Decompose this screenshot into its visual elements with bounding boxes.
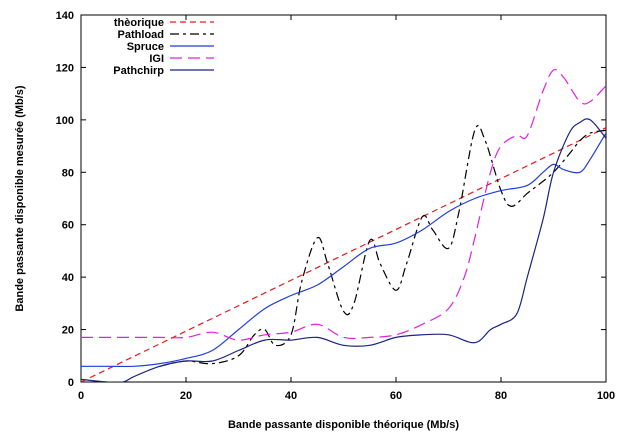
x-axis-title: Bande passante disponible théorique (Mb/…	[228, 419, 459, 431]
legend-label-spruce: Spruce	[127, 41, 164, 53]
series-line-igi	[81, 68, 606, 341]
series-line-pathchirp	[81, 118, 606, 382]
legend-label-th-orique: thèorique	[114, 17, 164, 29]
plot-frame	[80, 14, 607, 383]
series-lines	[81, 68, 606, 382]
y-tick-label: 20	[62, 325, 74, 337]
legend-label-igi: IGI	[149, 53, 164, 65]
series-line-th-orique	[81, 127, 606, 382]
y-tick-label: 140	[56, 10, 74, 22]
x-tick-label: 40	[285, 390, 297, 402]
x-tick-label: 100	[597, 390, 615, 402]
x-tick-label: 20	[180, 390, 192, 402]
legend-label-pathload: Pathload	[118, 29, 164, 41]
x-tick-label: 60	[390, 390, 402, 402]
y-axis-title: Bande passante disponible mesurée (Mb/s)	[14, 85, 26, 312]
axis-ticks: 0 20 40 60 80 100 0 20 40 60 80 100 120 140	[56, 10, 616, 402]
series-line-spruce	[81, 132, 606, 368]
y-tick-label: 100	[56, 115, 74, 127]
legend-label-pathchirp: Pathchirp	[113, 65, 164, 77]
x-tick-label: 80	[495, 390, 507, 402]
series-line-pathload	[159, 124, 606, 367]
y-tick-label: 80	[62, 167, 74, 179]
y-tick-label: 120	[56, 62, 74, 74]
y-tick-label: 60	[62, 220, 74, 232]
x-tick-label: 0	[78, 390, 84, 402]
y-tick-label: 0	[68, 377, 74, 389]
y-tick-label: 40	[62, 272, 74, 284]
